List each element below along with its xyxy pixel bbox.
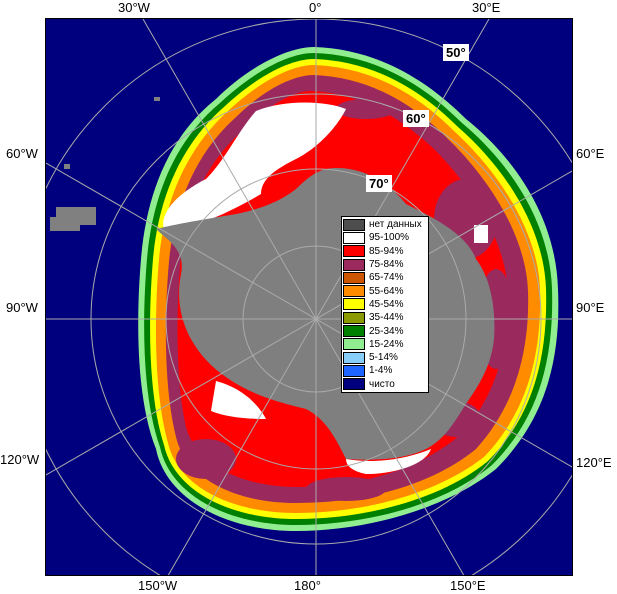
legend-label: 65-74% bbox=[369, 272, 404, 284]
lon-label-150e-bottom: 150°E bbox=[450, 578, 486, 593]
legend-label: нет данных bbox=[369, 219, 422, 231]
legend-label: 35-44% bbox=[369, 312, 404, 324]
legend-swatch bbox=[343, 298, 365, 311]
legend: нет данных 95-100% 85-94% 75-84% 65-74% 55-64… bbox=[341, 216, 429, 393]
legend-swatch bbox=[343, 325, 365, 338]
meridian-120 bbox=[46, 170, 572, 476]
legend-item: 75-84% bbox=[343, 258, 428, 271]
lon-label-180-bottom: 180° bbox=[294, 578, 321, 593]
legend-swatch bbox=[343, 364, 365, 377]
lon-label-120e: 120°E bbox=[576, 455, 612, 470]
legend-item: 95-100% bbox=[343, 231, 428, 244]
lon-label-0-top: 0° bbox=[309, 0, 322, 15]
legend-item: 25-34% bbox=[343, 324, 428, 338]
lat-label-60: 60° bbox=[403, 110, 429, 127]
legend-label: 1-4% bbox=[369, 365, 393, 377]
legend-swatch bbox=[343, 258, 365, 271]
legend-label: 85-94% bbox=[369, 245, 404, 257]
legend-label: 25-34% bbox=[369, 325, 404, 337]
legend-item: 55-64% bbox=[343, 284, 428, 298]
legend-item: 1-4% bbox=[343, 364, 428, 377]
legend-swatch bbox=[343, 351, 365, 364]
legend-swatch bbox=[343, 245, 365, 258]
legend-item: 5-14% bbox=[343, 351, 428, 364]
legend-item: нет данных bbox=[343, 218, 428, 231]
legend-label: 95-100% bbox=[369, 232, 410, 244]
legend-item: 45-54% bbox=[343, 298, 428, 311]
legend-label: 5-14% bbox=[369, 352, 398, 364]
legend-swatch bbox=[343, 218, 365, 231]
lon-label-150w-bottom: 150°W bbox=[138, 578, 178, 593]
sea-ice-map bbox=[46, 19, 572, 575]
legend-swatch bbox=[343, 231, 365, 244]
ice-zone-95-100 bbox=[163, 102, 488, 474]
lon-label-30w-top: 30°W bbox=[118, 0, 150, 15]
lon-label-30e-top: 30°E bbox=[472, 0, 501, 15]
legend-label: 45-54% bbox=[369, 298, 404, 310]
legend-swatch bbox=[343, 338, 365, 351]
lon-label-120w: 120°W bbox=[0, 452, 40, 467]
legend-item: 15-24% bbox=[343, 338, 428, 351]
legend-label: 55-64% bbox=[369, 285, 404, 297]
lon-label-90w: 90°W bbox=[6, 300, 38, 315]
legend-item: 35-44% bbox=[343, 311, 428, 324]
legend-swatch bbox=[343, 285, 365, 298]
legend-label: чисто bbox=[369, 378, 395, 390]
legend-item: 65-74% bbox=[343, 271, 428, 284]
graticule bbox=[46, 19, 572, 575]
legend-swatch bbox=[343, 311, 365, 324]
legend-label: 75-84% bbox=[369, 259, 404, 271]
lat-label-50: 50° bbox=[443, 44, 469, 61]
legend-item: чисто bbox=[343, 378, 428, 391]
lon-label-60w: 60°W bbox=[6, 146, 38, 161]
lon-label-90e: 90°E bbox=[576, 300, 605, 315]
lat-label-70: 70° bbox=[366, 175, 392, 192]
lon-label-60e: 60°E bbox=[576, 146, 605, 161]
legend-swatch bbox=[343, 378, 365, 391]
legend-label: 15-24% bbox=[369, 338, 404, 350]
legend-swatch bbox=[343, 271, 365, 284]
map-frame bbox=[45, 18, 573, 576]
legend-item: 85-94% bbox=[343, 245, 428, 258]
no-data-speckle bbox=[50, 97, 180, 255]
